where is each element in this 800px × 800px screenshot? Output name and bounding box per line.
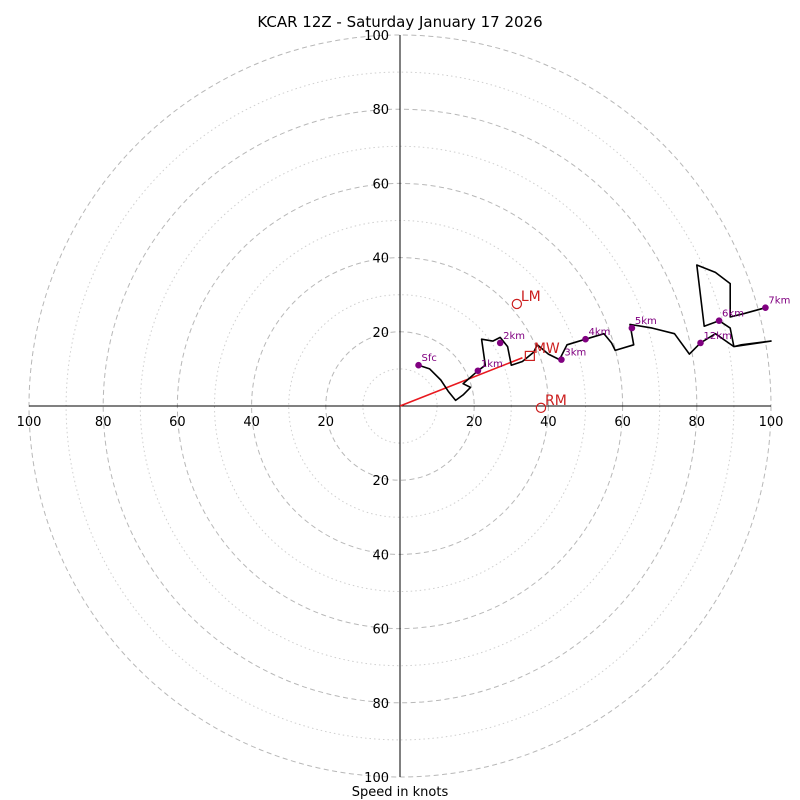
x-tick-left-80: 80: [95, 415, 112, 430]
y-tick-up-60: 60: [372, 177, 389, 192]
height-label-5km: 5km: [635, 316, 657, 327]
hodograph-trace: [418, 264, 772, 402]
height-marker-1km: [474, 367, 482, 375]
x-axis-label: Speed in knots: [352, 785, 449, 800]
storm-motion-markers: LM MW RM: [511, 289, 567, 414]
x-tick-right-40: 40: [540, 415, 557, 430]
height-marker-6km: [715, 317, 723, 324]
x-tick-right-20: 20: [466, 415, 483, 430]
height-marker-3km: [558, 356, 565, 363]
height-label-7km: 7km: [768, 296, 790, 307]
y-tick-down-60: 60: [372, 623, 389, 638]
y-tick-down-80: 80: [372, 697, 389, 712]
hodograph-trace-group: [418, 264, 772, 402]
height-marker-7km: [762, 304, 769, 311]
height-label-6km: 6km: [722, 309, 744, 320]
x-tick-left-20: 20: [318, 415, 335, 430]
x-tick-left-60: 60: [169, 415, 186, 430]
x-tick-left-40: 40: [243, 415, 260, 430]
y-tick-down-100: 100: [364, 771, 389, 786]
motion-marker-mw: [524, 350, 535, 362]
motion-label-lm: LM: [521, 289, 541, 305]
height-label-sfc: Sfc: [422, 353, 437, 364]
shear-vector: [399, 357, 523, 407]
motion-label-mw: MW: [534, 341, 560, 357]
shear-vector-group: [399, 357, 523, 407]
y-tick-up-20: 20: [372, 326, 389, 341]
height-label-4km: 4km: [589, 327, 611, 338]
x-tick-right-100: 100: [759, 415, 784, 430]
y-tick-down-40: 40: [372, 548, 389, 563]
chart-title: KCAR 12Z - Saturday January 17 2026: [257, 13, 542, 31]
height-marker-12km: [697, 339, 704, 347]
y-tick-down-20: 20: [372, 474, 389, 489]
x-tick-right-80: 80: [689, 415, 706, 430]
height-marker-5km: [628, 324, 636, 332]
height-marker-sfc: [415, 361, 422, 369]
height-marker-4km: [582, 335, 589, 343]
height-label-3km: 3km: [564, 348, 586, 359]
x-tick-right-60: 60: [614, 415, 631, 430]
y-tick-up-100: 100: [364, 29, 389, 44]
y-tick-up-40: 40: [372, 252, 389, 267]
tick-labels: 100 80 60 40 20 20 40 60 80 100 100 80 60 40 20 20 40 60 8…: [17, 29, 784, 786]
motion-label-rm: RM: [545, 393, 567, 409]
height-marker-2km: [496, 339, 504, 347]
motion-marker-lm: [511, 298, 523, 310]
y-tick-up-80: 80: [372, 103, 389, 118]
x-tick-left-100: 100: [17, 415, 42, 430]
motion-marker-rm: [535, 402, 547, 414]
height-label-2km: 2km: [503, 331, 525, 342]
height-label-12km: 12km: [704, 331, 732, 342]
height-label-1km: 1km: [481, 359, 503, 370]
